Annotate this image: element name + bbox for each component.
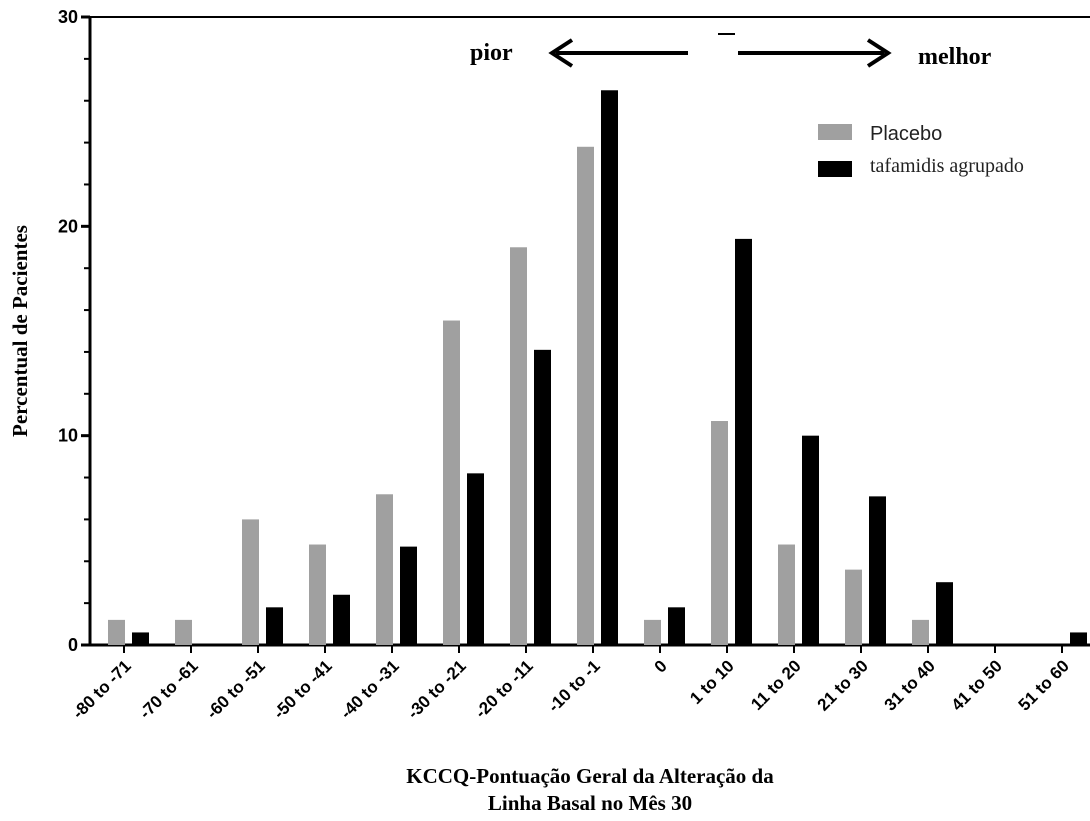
bar-placebo: [912, 619, 929, 645]
bar-placebo: [845, 569, 862, 645]
y-tick-label: 30: [58, 7, 78, 27]
bar-placebo: [644, 619, 661, 645]
bar-tafamidis: [735, 238, 752, 646]
bar-placebo: [242, 519, 259, 645]
bar-tafamidis: [869, 496, 886, 645]
x-axis-label-line-2: Linha Basal no Mês 30: [488, 791, 692, 815]
x-tick-label: 21 to 30: [814, 656, 872, 714]
x-tick-label: 11 to 20: [747, 656, 805, 714]
bar-placebo: [577, 146, 594, 645]
pior-label: pior: [470, 40, 513, 66]
bar-tafamidis: [802, 435, 819, 645]
bar-placebo: [443, 320, 460, 645]
x-axis: [89, 643, 1090, 653]
x-tick-label: 31 to 40: [881, 656, 939, 714]
x-tick-label: -10 to -1: [544, 656, 604, 716]
y-tick-label: 10: [58, 426, 78, 446]
x-tick-label: 1 to 10: [686, 656, 738, 708]
bar-tafamidis: [132, 632, 149, 645]
bar-tafamidis: [668, 607, 685, 645]
bar-tafamidis: [601, 90, 618, 646]
x-tick-label: -40 to -31: [337, 656, 403, 722]
x-tick-label: -80 to -71: [69, 656, 135, 722]
bar-placebo: [376, 494, 393, 645]
x-tick-labels: -80 to -71 -70 to -61 -60 to -51 -50 to -41…: [69, 656, 1073, 722]
y-axis-label: Percentual de Pacientes: [8, 225, 32, 437]
bar-tafamidis: [467, 473, 484, 645]
bar-placebo: [309, 544, 326, 645]
y-tick-label: 0: [68, 635, 78, 655]
bar-placebo: [778, 544, 795, 645]
bar-tafamidis: [1070, 632, 1087, 645]
direction-annotation: pior melhor: [470, 33, 992, 70]
bar-tafamidis: [266, 607, 283, 645]
melhor-label: melhor: [918, 44, 992, 70]
bars: [108, 90, 1087, 646]
legend-swatch-placebo: [818, 124, 852, 140]
x-tick-label: -70 to -61: [136, 656, 202, 722]
legend-label-placebo: Placebo: [870, 123, 942, 145]
bar-tafamidis: [534, 349, 551, 645]
legend-swatch-tafamidis: [818, 161, 852, 177]
x-tick-label: -30 to -21: [404, 656, 470, 722]
bar-placebo: [175, 619, 192, 645]
legend-label-tafamidis: tafamidis agrupado: [870, 155, 1024, 177]
bar-placebo: [711, 421, 728, 645]
bar-tafamidis: [400, 546, 417, 645]
x-tick-label: -50 to -41: [270, 656, 336, 722]
x-tick-label: 0: [651, 656, 671, 676]
x-tick-label: -20 to -11: [471, 656, 537, 722]
bar-placebo: [108, 619, 125, 645]
y-tick-label: 20: [58, 216, 78, 236]
x-tick-label: 41 to 50: [948, 656, 1006, 714]
x-tick-label: -60 to -51: [203, 656, 269, 722]
bar-placebo: [510, 247, 527, 645]
left-arrow-head: [548, 38, 574, 68]
y-axis: 0 10 20 30: [58, 7, 1090, 655]
x-axis-label-line-1: KCCQ-Pontuação Geral da Alteração da: [406, 764, 774, 788]
bar-tafamidis: [936, 582, 953, 645]
x-tick-label: 51 to 60: [1015, 656, 1073, 714]
right-arrow-head: [866, 38, 892, 68]
legend: Placebo tafamidis agrupado: [818, 123, 1024, 177]
bar-tafamidis: [333, 594, 350, 645]
